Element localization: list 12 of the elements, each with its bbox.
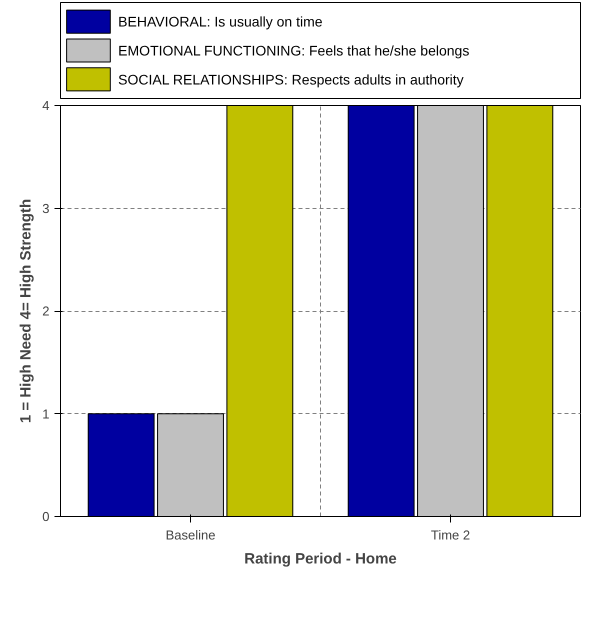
y-tick-label: 1: [42, 406, 50, 422]
x-tick-label: Time 2: [430, 528, 470, 542]
legend-label: BEHAVIORAL: Is usually on time: [118, 14, 323, 30]
legend-label: EMOTIONAL FUNCTIONING: Feels that he/she belongs: [118, 42, 470, 58]
y-tick-label: 4: [42, 98, 50, 113]
y-tick-label: 3: [42, 200, 50, 216]
x-tick-label: Baseline: [166, 528, 216, 542]
x-axis-title: Rating Period - Home: [244, 550, 397, 568]
y-tick-label: 0: [42, 509, 50, 524]
y-tick-label: 2: [42, 304, 50, 318]
legend-label: SOCIAL RELATIONSHIPS: Respects adults in authority: [118, 71, 464, 88]
y-axis-title: 1 = High Need 4= High Strength: [17, 198, 34, 424]
